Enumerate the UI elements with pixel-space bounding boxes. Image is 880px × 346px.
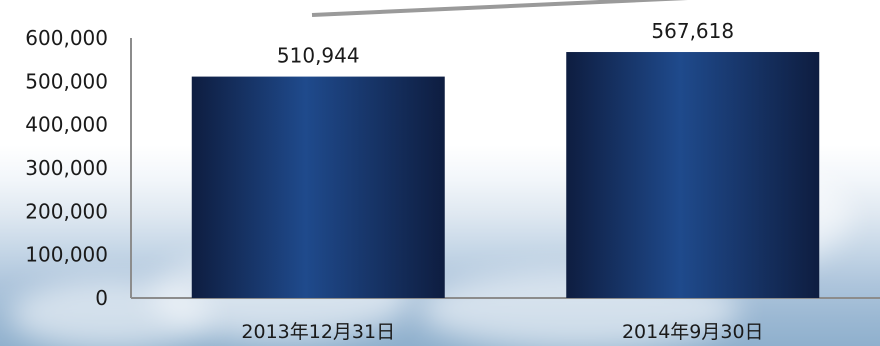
cloud-decoration-4 bbox=[10, 280, 210, 346]
y-tick-label: 300,000 bbox=[25, 156, 108, 180]
y-tick-label: 600,000 bbox=[25, 26, 108, 50]
x-axis-labels: 2013年12月31日 2014年9月30日 bbox=[241, 321, 763, 343]
x-category-label: 2013年12月31日 bbox=[241, 321, 395, 343]
y-tick-label: 500,000 bbox=[25, 69, 108, 93]
y-tick-label: 0 bbox=[95, 286, 108, 310]
bars-group bbox=[191, 52, 820, 299]
trend-arrow bbox=[311, 0, 689, 17]
y-tick-label: 400,000 bbox=[25, 113, 108, 137]
y-tick-label: 100,000 bbox=[25, 243, 108, 267]
bar bbox=[566, 52, 820, 299]
data-label: 567,618 bbox=[651, 19, 734, 43]
data-labels-group: 510,944 567,618 bbox=[277, 19, 734, 68]
x-category-label: 2014年9月30日 bbox=[622, 321, 764, 343]
y-tick-label: 200,000 bbox=[25, 199, 108, 223]
data-label: 510,944 bbox=[277, 44, 360, 68]
bar bbox=[191, 76, 445, 298]
y-axis-ticks: 0 100,000 200,000 300,000 400,000 500,000 600,… bbox=[25, 26, 108, 310]
